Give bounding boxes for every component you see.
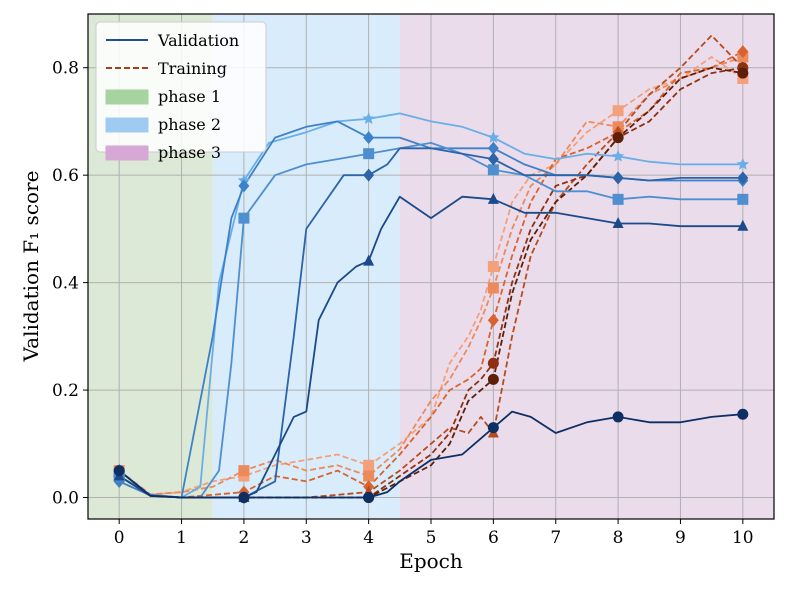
x-tick-label: 4 [363,528,374,548]
marker-circle [737,408,749,420]
marker-circle [612,411,624,423]
marker-square [363,470,375,482]
axis-ticks: 0 1 2 3 4 5 6 7 8 9 10 0.0 0.2 0.4 0.6 0.8 [52,59,754,548]
marker-triangle [737,219,749,231]
y-axis-label: Validation F₁ score [19,171,43,363]
marker-square [238,212,250,224]
x-tick-label: 8 [613,528,624,548]
legend-phase3-swatch [105,145,149,161]
marker-square [363,148,375,160]
marker-circle [487,422,499,434]
marker-star [362,112,375,125]
marker-circle [487,357,499,369]
marker-diamond [737,171,749,185]
marker-diamond [737,45,749,59]
marker-circle [612,132,624,144]
marker-square [487,261,499,272]
marker-circle [737,67,749,79]
training-line-3 [118,50,744,499]
marker-star [736,157,749,170]
marker-diamond [487,152,499,166]
y-tick-label: 0.0 [52,489,79,509]
marker-circle [363,492,375,504]
x-tick-label: 0 [114,528,125,548]
marker-diamond [363,131,375,145]
legend-phase2-swatch [105,117,149,133]
marker-diamond [487,141,499,155]
marker-square [737,193,749,205]
legend-training-label: Training [158,59,227,78]
marker-square [238,465,250,477]
legend-phase1-label: phase 1 [158,87,221,106]
legend-phase1-swatch [105,89,149,105]
legend-phase3-label: phase 3 [158,143,221,162]
marker-circle [238,492,250,504]
legend-phase2-label: phase 2 [158,115,221,134]
marker-diamond [612,171,624,185]
training-line-6 [118,66,743,499]
marker-square [612,105,624,117]
x-tick-label: 1 [176,528,187,548]
phase-region-3 [399,14,774,519]
marker-diamond [363,168,375,182]
legend: Validation Training phase 1 phase 2 phas… [95,21,267,162]
marker-square [487,164,499,176]
marker-diamond [238,179,250,193]
marker-square [612,193,624,205]
marker-triangle [612,217,624,229]
x-tick-label: 5 [426,528,437,548]
validation-line-4 [118,147,743,499]
y-tick-label: 0.4 [52,274,79,294]
validation-line-6 [118,410,743,499]
y-tick-label: 0.6 [52,166,79,186]
marker-diamond [487,313,499,327]
training-line-4 [118,34,744,499]
marker-triangle [363,254,375,266]
validation-line-1 [118,112,743,499]
series-markers [113,45,749,505]
marker-star [611,149,625,162]
x-tick-label: 7 [550,528,561,548]
y-tick-label: 0.2 [52,381,79,401]
x-tick-label: 6 [488,528,499,548]
marker-square [487,282,499,294]
marker-triangle [487,192,499,204]
x-tick-label: 9 [675,528,686,548]
x-tick-label: 10 [732,528,754,548]
x-tick-label: 2 [238,528,249,548]
y-tick-label: 0.8 [52,59,79,79]
marker-star [487,131,500,143]
x-tick-label: 3 [301,528,312,548]
marker-square [363,459,375,471]
legend-validation-label: Validation [157,31,239,50]
marker-circle [113,465,125,477]
marker-circle [487,373,499,385]
x-axis-label: Epoch [399,549,463,573]
